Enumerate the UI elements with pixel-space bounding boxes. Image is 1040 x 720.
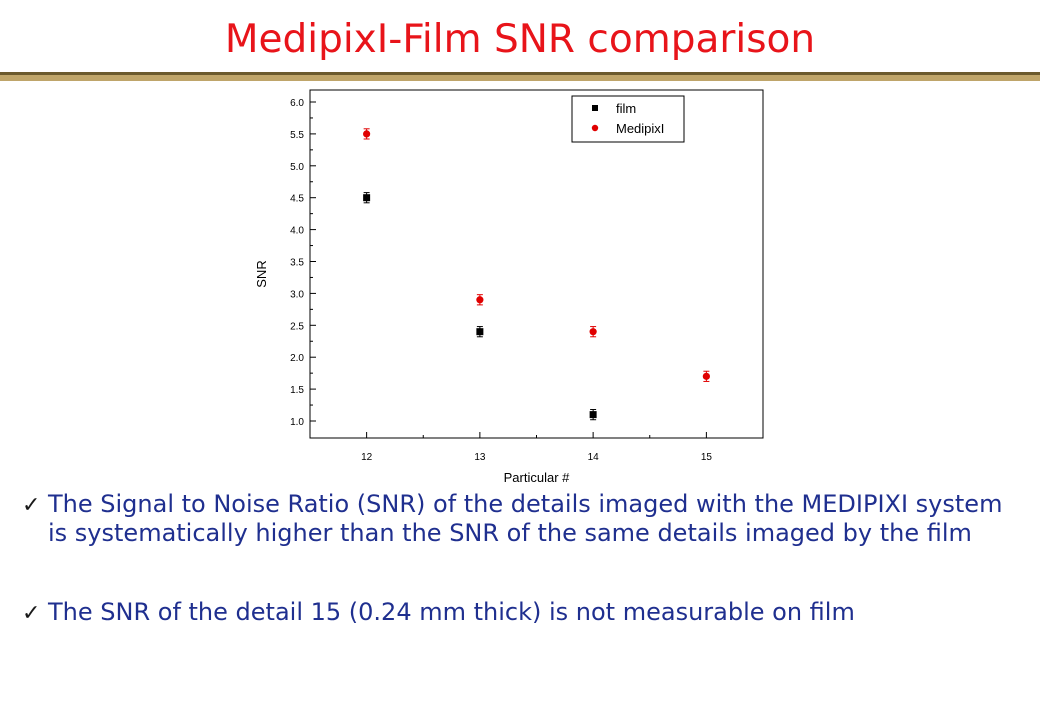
x-tick-label: 14 — [588, 452, 600, 463]
y-tick-label: 3.5 — [290, 258, 304, 269]
x-tick-label: 15 — [701, 452, 713, 463]
data-point-medipix — [476, 296, 484, 304]
legend-label: film — [616, 101, 636, 116]
plot-frame — [309, 89, 764, 439]
y-axis-label: SNR — [254, 260, 269, 287]
bullet-text: The Signal to Noise Ratio (SNR) of the d… — [48, 490, 1003, 547]
y-tick-label: 2.5 — [290, 321, 304, 332]
y-tick-label: 1.0 — [290, 417, 304, 428]
x-tick-label: 13 — [474, 452, 486, 463]
x-tick-label: 12 — [361, 452, 373, 463]
y-tick-label: 4.0 — [290, 226, 304, 237]
bullet-item: ✓ The Signal to Noise Ratio (SNR) of the… — [22, 490, 1022, 548]
data-point-medipix — [363, 130, 371, 138]
title-rule-light — [0, 75, 1040, 81]
data-point-film — [476, 328, 484, 336]
y-tick-label: 1.5 — [290, 385, 304, 396]
data-point-film — [589, 411, 597, 419]
check-icon: ✓ — [22, 493, 41, 518]
legend-marker-film — [592, 105, 598, 111]
title-rule-dark — [0, 72, 1040, 75]
y-tick-label: 4.5 — [290, 194, 304, 205]
data-point-medipix — [702, 372, 710, 380]
data-point-medipix — [589, 328, 597, 336]
bullet-item: ✓ The SNR of the detail 15 (0.24 mm thic… — [22, 598, 1022, 628]
bullet-text: The SNR of the detail 15 (0.24 mm thick)… — [48, 598, 855, 626]
legend-marker-medipix — [591, 124, 599, 132]
y-tick-label: 3.0 — [290, 289, 304, 300]
y-tick-label: 5.0 — [290, 162, 304, 173]
y-tick-label: 2.0 — [290, 353, 304, 364]
page-title: MedipixI-Film SNR comparison — [224, 17, 816, 62]
legend-label: MedipixI — [616, 121, 664, 136]
bullet-list: ✓ The Signal to Noise Ratio (SNR) of the… — [22, 490, 1022, 628]
data-point-film — [363, 194, 371, 202]
y-tick-label: 6.0 — [290, 98, 304, 109]
check-icon: ✓ — [22, 601, 41, 626]
y-tick-label: 5.5 — [290, 130, 304, 141]
x-axis-label: Particular # — [504, 470, 571, 485]
legend-box — [571, 95, 685, 143]
